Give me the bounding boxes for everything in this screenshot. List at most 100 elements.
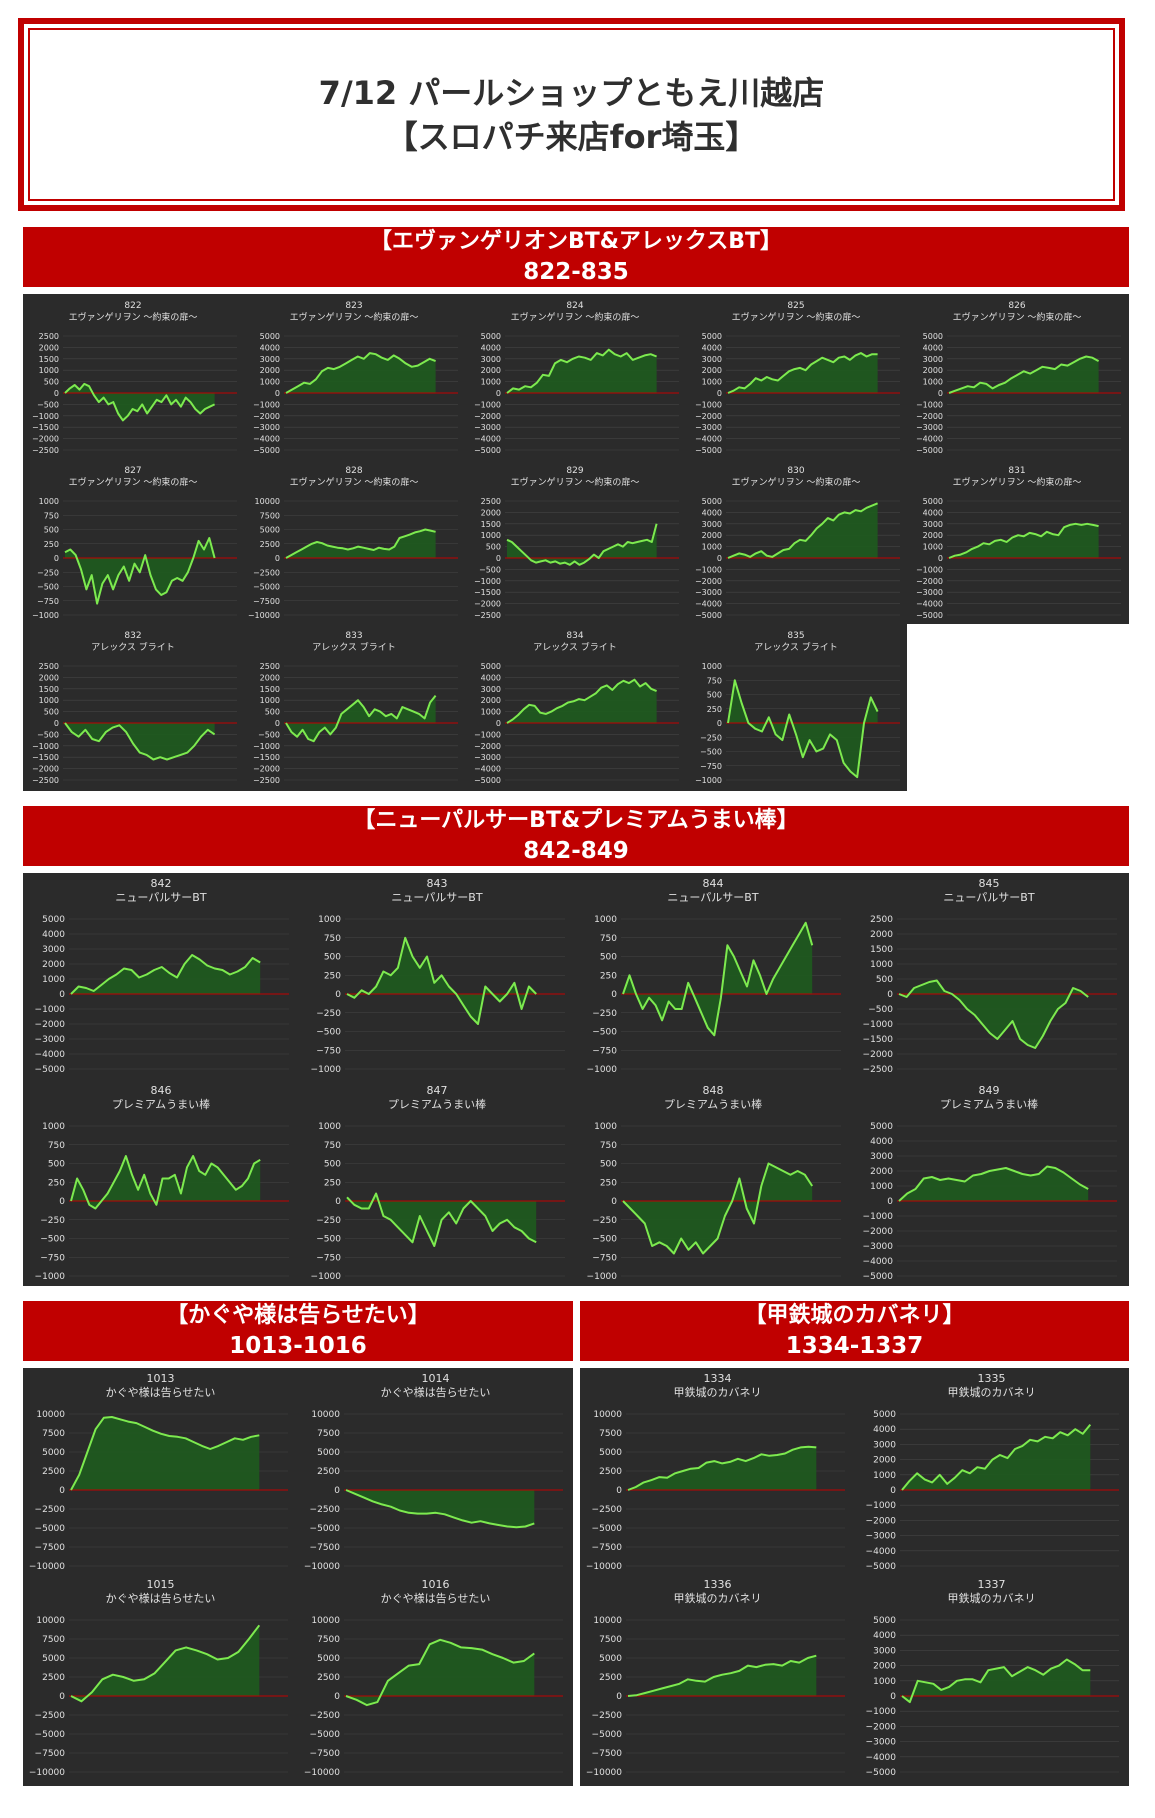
- y-tick-label: 250: [44, 540, 59, 549]
- y-tick-label: 4000: [923, 508, 943, 517]
- y-tick-label: 2000: [260, 673, 280, 682]
- series-area: [507, 523, 657, 565]
- y-tick-label: 500: [44, 708, 59, 717]
- y-tick-label: 3000: [923, 355, 943, 364]
- y-tick-label: 750: [600, 1141, 617, 1151]
- y-tick-label: −5000: [35, 1065, 66, 1075]
- y-tick-label: 7500: [599, 1635, 622, 1645]
- y-tick-label: −3000: [916, 423, 943, 432]
- y-tick-label: −4000: [35, 1050, 66, 1060]
- y-tick-label: −2500: [310, 1711, 341, 1721]
- series-area: [507, 349, 657, 393]
- y-tick-label: −2000: [866, 1516, 897, 1526]
- chart-title: プレミアムうまい棒: [112, 1097, 210, 1111]
- y-tick-label: 0: [275, 389, 280, 398]
- y-tick-label: 1000: [870, 960, 893, 970]
- chart-title: 甲鉄城のカバネリ: [948, 1385, 1036, 1399]
- y-tick-label: 5000: [702, 332, 722, 341]
- y-tick-label: 4000: [481, 673, 501, 682]
- chart-number: 847: [427, 1084, 448, 1097]
- y-tick-label: 0: [334, 1486, 340, 1496]
- y-tick-label: −4000: [916, 435, 943, 444]
- y-tick-label: 2500: [481, 497, 501, 506]
- chart-number: 1336: [704, 1578, 732, 1591]
- y-tick-label: −500: [37, 583, 59, 592]
- y-tick-label: −4000: [916, 600, 943, 609]
- y-tick-label: 4000: [702, 508, 722, 517]
- y-tick-label: −3000: [866, 1532, 897, 1542]
- y-tick-label: 750: [44, 511, 59, 520]
- y-tick-label: −5000: [863, 1272, 894, 1282]
- y-tick-label: 10000: [311, 1616, 340, 1626]
- y-tick-label: −1000: [311, 1065, 342, 1075]
- section-range: 1334-1337: [785, 1333, 924, 1359]
- series-area: [899, 1166, 1089, 1201]
- y-tick-label: 1500: [39, 685, 59, 694]
- series-line: [948, 355, 1100, 394]
- y-tick-label: −5000: [916, 446, 943, 455]
- series-area: [902, 1659, 1091, 1703]
- y-tick-label: 10000: [311, 1410, 340, 1420]
- series-line: [622, 921, 814, 1037]
- y-tick-label: −4000: [866, 1753, 897, 1763]
- y-tick-label: −750: [592, 1253, 617, 1263]
- chart-number: 843: [427, 877, 448, 890]
- y-tick-label: −750: [592, 1046, 617, 1056]
- y-tick-label: −7500: [592, 1543, 623, 1553]
- y-tick-label: 10000: [36, 1616, 65, 1626]
- y-tick-label: −3000: [866, 1738, 897, 1748]
- y-tick-label: 500: [707, 691, 722, 700]
- chart-number: 823: [345, 301, 362, 311]
- y-tick-label: −500: [700, 748, 722, 757]
- y-tick-label: 5000: [42, 915, 65, 925]
- chart-title: かぐや様は告らせたい: [381, 1591, 491, 1605]
- y-tick-label: −2000: [474, 600, 501, 609]
- y-tick-label: 7500: [317, 1429, 340, 1439]
- y-tick-label: 1000: [260, 378, 280, 387]
- y-tick-label: 3000: [702, 520, 722, 529]
- chart-number: 827: [124, 466, 141, 476]
- y-tick-label: −750: [37, 597, 59, 606]
- y-tick-label: 1000: [923, 543, 943, 552]
- y-tick-label: −1000: [866, 1501, 897, 1511]
- y-tick-label: −500: [868, 1005, 893, 1015]
- series-line: [64, 382, 216, 422]
- y-tick-label: −2500: [253, 776, 280, 785]
- chart-title: エヴァンゲリヲン ～約束の扉～: [953, 476, 1082, 488]
- y-tick-label: −2500: [474, 611, 501, 620]
- y-tick-label: 1000: [702, 378, 722, 387]
- series-area: [728, 353, 878, 393]
- y-tick-label: 10000: [593, 1616, 622, 1626]
- chart-panel-pulsar: [23, 873, 1129, 1286]
- chart-title: 甲鉄城のカバネリ: [674, 1385, 762, 1399]
- y-tick-label: 5000: [317, 1448, 340, 1458]
- y-tick-label: 1000: [481, 531, 501, 540]
- y-tick-label: 1000: [39, 497, 59, 506]
- page-subtitle: 【スロパチ来店for埼玉】: [385, 117, 758, 156]
- y-tick-label: −750: [316, 1046, 341, 1056]
- y-tick-label: −1500: [32, 753, 59, 762]
- y-tick-label: −10000: [29, 1768, 65, 1778]
- y-tick-label: −1000: [863, 1212, 894, 1222]
- y-tick-label: −10000: [248, 611, 280, 620]
- y-tick-label: −2000: [695, 412, 722, 421]
- y-tick-label: −1000: [695, 565, 722, 574]
- series-area: [286, 353, 436, 393]
- section-title: 【甲鉄城のカバネリ】: [744, 1303, 965, 1328]
- y-tick-label: 500: [265, 708, 280, 717]
- y-tick-label: 5000: [873, 1410, 896, 1420]
- y-tick-label: 2000: [481, 696, 501, 705]
- y-tick-label: −250: [316, 1216, 341, 1226]
- series-area: [65, 383, 215, 421]
- series-area: [347, 937, 537, 1024]
- y-tick-label: 3000: [481, 685, 501, 694]
- y-tick-label: 5000: [42, 1654, 65, 1664]
- series-area: [71, 955, 261, 994]
